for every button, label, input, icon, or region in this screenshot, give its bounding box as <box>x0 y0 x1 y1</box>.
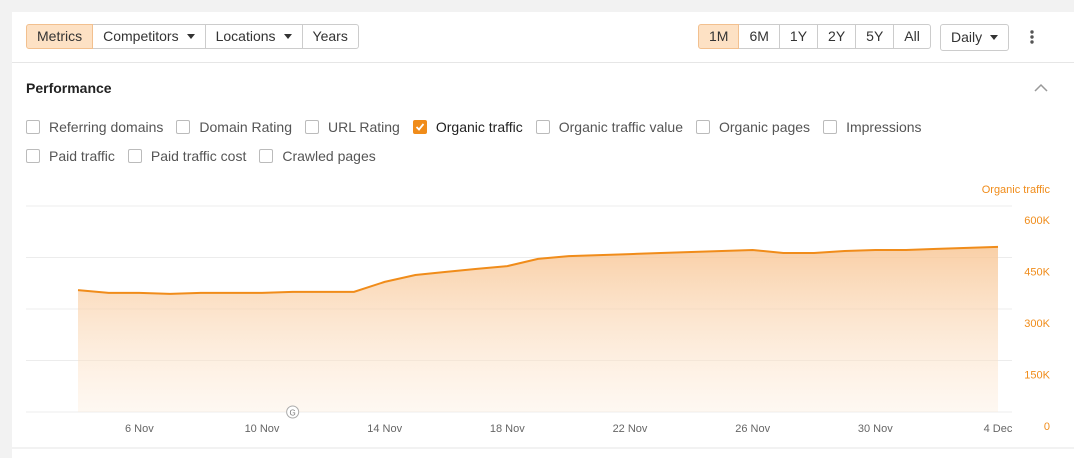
filter-label: Years <box>312 28 348 44</box>
metric-checkbox[interactable]: Impressions <box>823 118 922 136</box>
metric-checkbox[interactable]: Paid traffic cost <box>127 147 247 165</box>
range-button[interactable]: 5Y <box>855 24 895 49</box>
range-button[interactable]: 1M <box>698 24 740 49</box>
x-tick-label: 6 Nov <box>125 423 154 435</box>
checkbox <box>127 149 142 163</box>
range-label: 1Y <box>789 28 808 44</box>
metric-checkbox[interactable]: Organic traffic value <box>535 118 683 136</box>
y-tick-label: 0 <box>1044 421 1050 433</box>
collapse-chevron[interactable] <box>1034 83 1048 92</box>
range-button[interactable]: 1Y <box>778 24 819 49</box>
filter-group: Metrics Competitors Locations Years <box>26 24 359 49</box>
metric-label: Paid traffic cost <box>150 148 247 164</box>
series-label: Organic traffic <box>982 184 1051 196</box>
y-tick-label: 600K <box>1024 215 1050 227</box>
metric-label: Domain Rating <box>199 119 292 135</box>
annotation-label: G <box>290 409 296 418</box>
section-title: Performance <box>26 80 112 96</box>
checkbox <box>823 120 838 134</box>
metric-checkbox[interactable]: Referring domains <box>26 118 163 136</box>
filter-label: Competitors <box>103 28 179 44</box>
metric-label: Organic traffic <box>435 119 523 135</box>
dropdown-arrow <box>283 34 292 39</box>
metric-label: Crawled pages <box>282 148 376 164</box>
x-tick-label: 26 Nov <box>735 423 770 435</box>
range-group: 1M 6M 1Y 2Y 5Y All <box>698 24 931 49</box>
metric-checkbox[interactable]: Crawled pages <box>259 147 376 165</box>
annotation-marker[interactable] <box>286 405 300 419</box>
metric-label: Paid traffic <box>49 148 115 164</box>
metric-checkbox[interactable]: Organic traffic <box>412 118 523 136</box>
filter-button[interactable]: Locations <box>204 24 303 49</box>
metric-checkboxes: Referring domains Domain Rating URL Rating… <box>26 118 1026 165</box>
checkbox <box>26 149 40 163</box>
x-tick-label: 30 Nov <box>858 423 893 435</box>
metric-checkbox[interactable]: Organic pages <box>696 118 810 136</box>
checkbox <box>535 120 550 134</box>
range-label: All <box>904 28 920 44</box>
x-tick-label: 10 Nov <box>245 423 280 435</box>
metric-checkbox[interactable]: Domain Rating <box>176 118 292 136</box>
checkbox <box>305 120 319 134</box>
checkbox <box>259 149 274 163</box>
x-tick-label: 4 Dec <box>984 423 1013 435</box>
range-button[interactable]: 2Y <box>817 24 857 49</box>
x-tick-label: 18 Nov <box>490 423 525 435</box>
metric-label: URL Rating <box>328 119 400 135</box>
dropdown-arrow <box>990 35 999 40</box>
interval-label: Daily <box>951 29 983 45</box>
metric-label: Organic pages <box>719 119 811 135</box>
metric-label: Organic traffic value <box>558 119 683 135</box>
checkbox <box>26 120 40 134</box>
line <box>77 245 999 295</box>
range-label: 6M <box>749 28 769 44</box>
filter-label: Locations <box>215 28 276 44</box>
metric-label: Impressions <box>846 119 922 135</box>
x-tick-label: 22 Nov <box>613 423 648 435</box>
range-label: 2Y <box>828 28 846 44</box>
checkbox <box>176 120 191 134</box>
checkbox <box>696 120 710 134</box>
filter-button[interactable]: Metrics <box>26 24 94 49</box>
checkmark <box>415 123 425 131</box>
y-tick-label: 150K <box>1024 370 1050 382</box>
separator <box>12 62 1074 63</box>
x-tick-label: 14 Nov <box>367 423 402 435</box>
metric-checkbox[interactable]: Paid traffic <box>26 147 115 165</box>
interval-dropdown[interactable]: Daily <box>940 24 1010 51</box>
metric-label: Referring domains <box>49 119 164 135</box>
range-label: 1M <box>709 28 729 44</box>
y-tick-label: 300K <box>1024 318 1050 330</box>
range-button[interactable]: All <box>893 24 931 49</box>
dropdown-arrow <box>186 34 195 39</box>
area <box>78 246 998 412</box>
checkbox <box>412 120 427 134</box>
y-tick-label: 450K <box>1024 267 1050 279</box>
range-label: 5Y <box>866 28 884 44</box>
filter-button[interactable]: Years <box>301 24 359 49</box>
filter-label: Metrics <box>37 28 83 44</box>
metric-checkbox[interactable]: URL Rating <box>305 118 400 136</box>
more-menu[interactable] <box>1026 29 1038 45</box>
